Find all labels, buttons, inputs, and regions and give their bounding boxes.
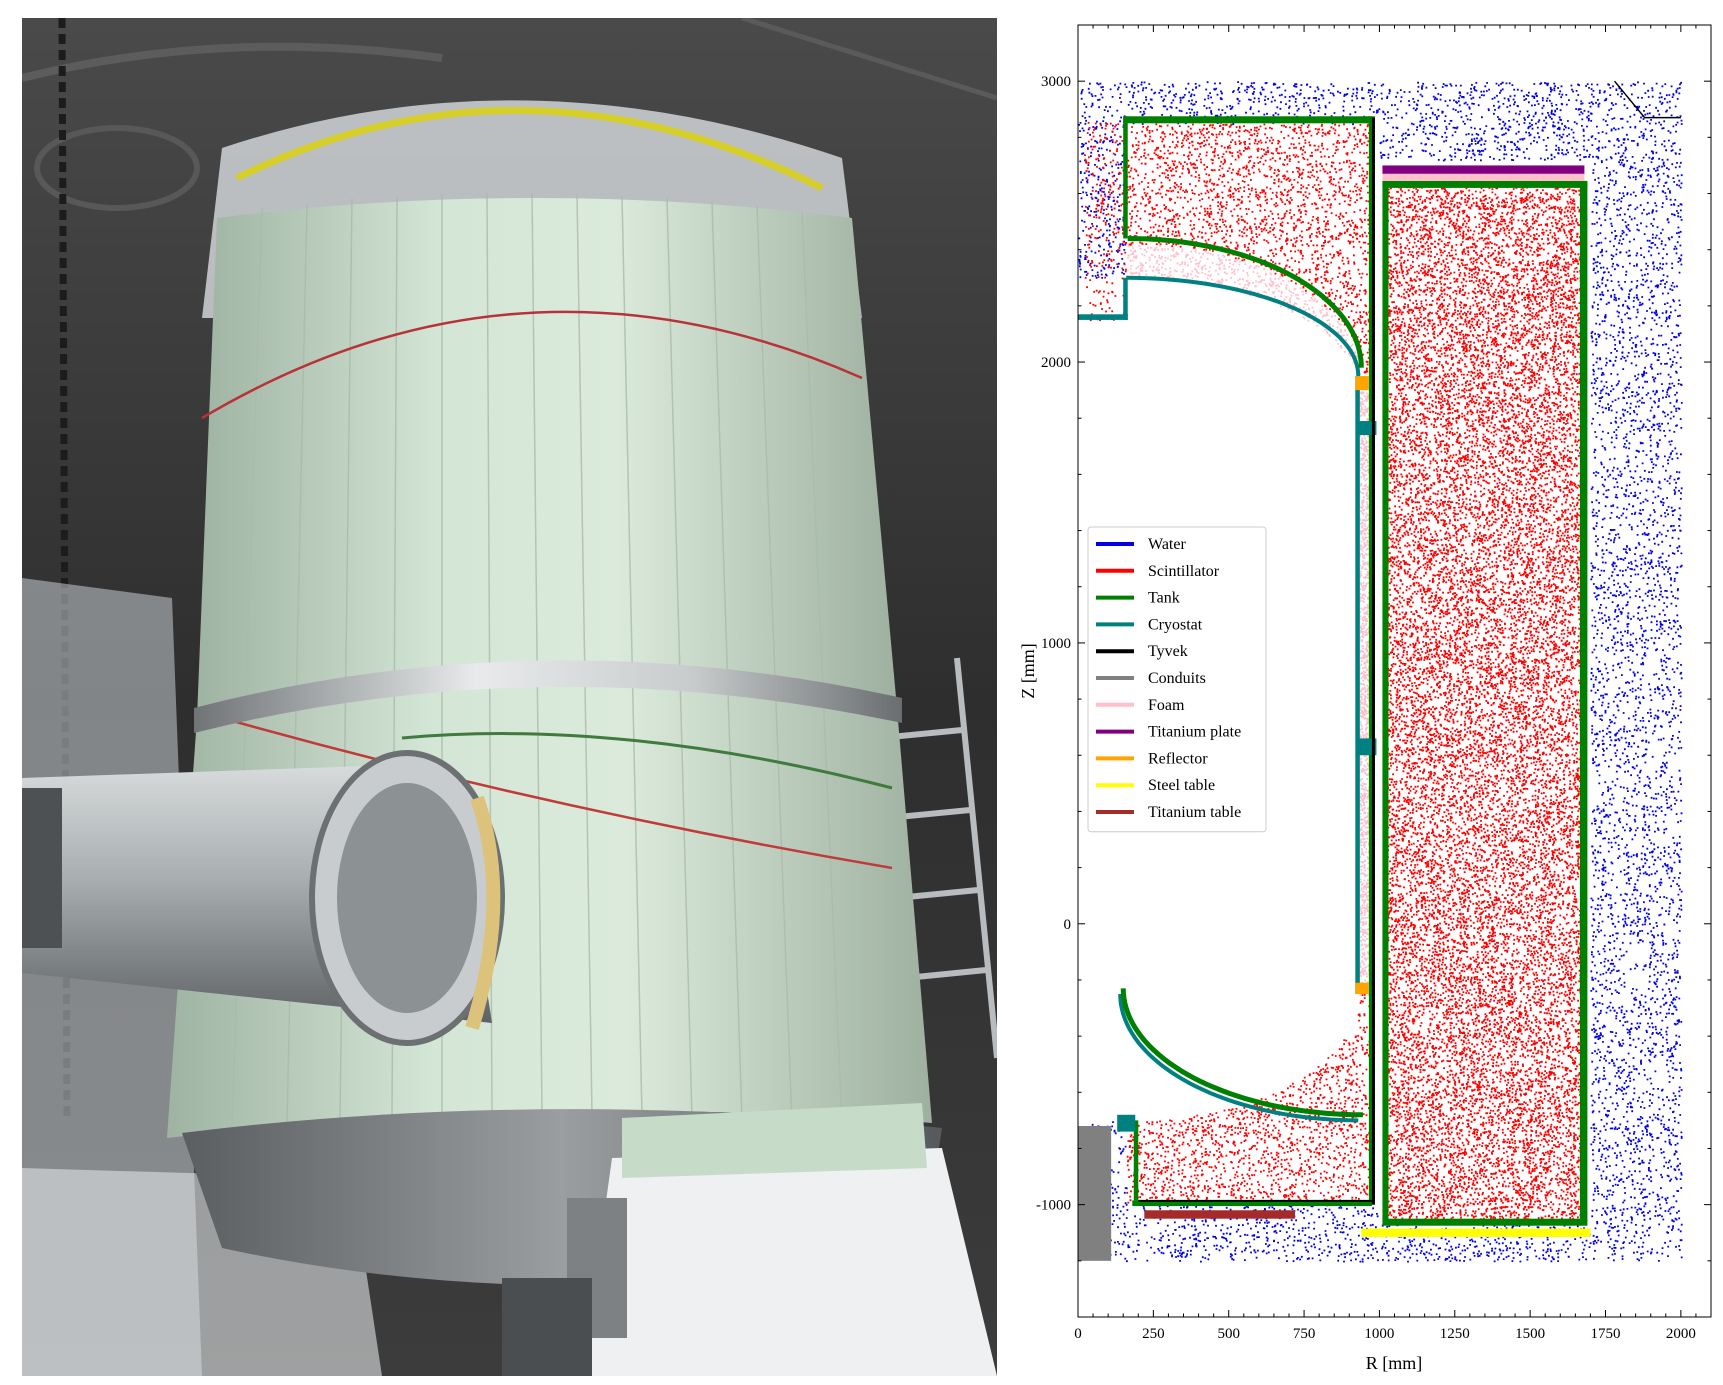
y-axis-label: Z [mm]	[1018, 643, 1038, 699]
x-tick-label-8: 2000	[1666, 1326, 1696, 1342]
tank-inner-left-upper	[1123, 116, 1128, 239]
steel-ring	[194, 660, 902, 733]
tank-bottom-dome	[1120, 988, 1363, 1118]
legend-label-steel-table: Steel table	[1148, 777, 1215, 794]
steel-table	[1361, 1228, 1591, 1237]
x-tick-label-3: 750	[1293, 1326, 1316, 1342]
cryostat-flange-lower	[1358, 738, 1377, 756]
x-tick-label-7: 1750	[1591, 1326, 1621, 1342]
tank-main-outer-wall	[1579, 182, 1588, 1222]
tank-inner-left-lower	[1133, 1120, 1139, 1201]
legend: Water Scintillator Tank Cryostat Tyvek Condui…	[1087, 526, 1267, 833]
y-axis-ticks: -1000 0 1000 2000 3000	[1036, 24, 1711, 1318]
legend-label-cryostat: Cryostat	[1148, 616, 1203, 633]
tank-top-dome	[1127, 236, 1364, 368]
y-tick-label-1: 0	[1064, 917, 1072, 933]
cryostat-left-upper	[1123, 277, 1128, 320]
titanium-plate	[1382, 165, 1585, 174]
legend-label-tank: Tank	[1148, 590, 1180, 607]
cryostat-bottom-dome	[1118, 993, 1359, 1123]
tank-main-bottom	[1382, 1218, 1588, 1226]
geometry-structures	[1078, 80, 1681, 1261]
legend-label-foam: Foam	[1148, 697, 1185, 714]
detector-photo	[22, 18, 997, 1376]
x-axis-label: R [mm]	[1366, 1353, 1423, 1373]
feed-pipe	[22, 750, 505, 1046]
tank-main-top	[1382, 180, 1588, 188]
legend-label-conduits: Conduits	[1148, 670, 1206, 687]
foam-top-points-marks	[1127, 244, 1360, 377]
tank-inner-top	[1123, 116, 1372, 124]
x-axis-ticks: 0 250 500 750 1000 1250 1500 1750 2000	[1074, 25, 1712, 1342]
legend-label-tyvek: Tyvek	[1148, 643, 1188, 660]
scintillator-inner-points	[1126, 123, 1374, 1207]
y-tick-label-3: 2000	[1041, 355, 1071, 371]
tyvek-bottom	[1138, 1199, 1372, 1202]
tank-inner-right-wall	[1368, 116, 1375, 1205]
legend-label-reflector: Reflector	[1148, 750, 1208, 767]
legend-box	[1087, 526, 1267, 833]
foam-top-points	[1127, 244, 1360, 377]
tyvek-top-right	[1613, 80, 1681, 119]
geometry-plot: 0 250 500 750 1000 1250 1500 1750 2000 -1000 0 100…	[1012, 14, 1717, 1380]
legend-label-titanium-plate: Titanium plate	[1148, 724, 1241, 741]
reflector-bottom	[1355, 982, 1369, 994]
tank-inner-bottom	[1132, 1200, 1372, 1207]
x-tick-label-1: 250	[1142, 1326, 1165, 1342]
cryostat-notch-bottom	[1078, 314, 1128, 320]
scintillator-main-points	[1385, 182, 1587, 1221]
x-tick-label-0: 0	[1074, 1326, 1082, 1342]
x-tick-label-4: 1000	[1364, 1326, 1394, 1342]
cryostat-column	[1355, 376, 1360, 995]
scintillator-inner-points-marks	[1126, 123, 1374, 1207]
titanium-table	[1144, 1210, 1296, 1219]
y-tick-label-0: -1000	[1036, 1198, 1071, 1214]
tank-main-inner-wall	[1382, 182, 1389, 1222]
tyvek-inner	[1371, 117, 1375, 1205]
y-tick-label-4: 3000	[1041, 74, 1071, 90]
reflector-top	[1355, 376, 1369, 391]
legend-label-titanium-table: Titanium table	[1148, 804, 1241, 821]
legend-label-water: Water	[1148, 536, 1186, 553]
legend-label-scintillator: Scintillator	[1148, 563, 1220, 580]
cryostat-bottom-lip	[1117, 1114, 1136, 1132]
foam-column-points	[1358, 376, 1371, 996]
x-tick-label-2: 500	[1217, 1326, 1240, 1342]
x-tick-label-6: 1500	[1515, 1326, 1545, 1342]
foam-column-points-marks	[1358, 376, 1371, 996]
cryostat-flange-upper	[1358, 421, 1377, 436]
x-tick-label-5: 1250	[1440, 1326, 1470, 1342]
conduits	[1078, 1126, 1112, 1261]
scintillator-main-points-marks	[1385, 182, 1587, 1221]
foam-under-plate	[1382, 173, 1585, 181]
y-tick-label-2: 1000	[1041, 636, 1071, 652]
cryostat-top-dome	[1126, 275, 1361, 377]
